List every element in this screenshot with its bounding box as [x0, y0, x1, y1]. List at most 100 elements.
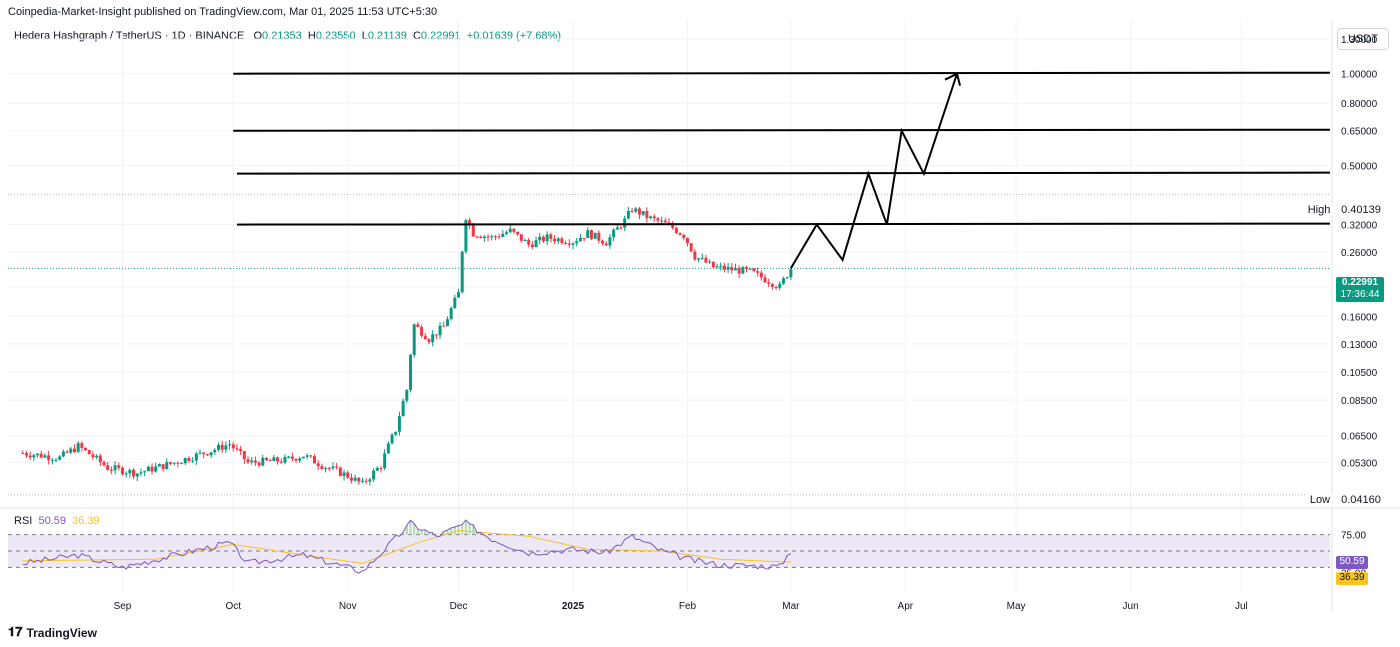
candle-body — [516, 231, 520, 235]
rsi-overbought-fill — [401, 532, 405, 535]
rsi-value: 50.59 — [38, 515, 66, 527]
low-tag-label: Low — [1306, 494, 1334, 506]
candle-body — [117, 465, 121, 468]
candle-body — [752, 268, 756, 272]
candle-body — [519, 234, 523, 241]
rsi-overbought-fill — [409, 520, 412, 535]
candle-body — [397, 416, 401, 432]
candle-body — [468, 220, 472, 225]
candle-body — [205, 454, 209, 456]
candle-body — [43, 455, 47, 458]
candle-body — [412, 324, 416, 355]
candle-body — [294, 458, 298, 461]
candle-body — [457, 292, 461, 298]
rsi-overbought-fill — [424, 529, 427, 535]
candle-body — [582, 237, 586, 239]
time-tick-label: Feb — [679, 601, 697, 612]
price-tick-label: 0.08500 — [1341, 396, 1378, 407]
price-tick-label: 0.32000 — [1341, 221, 1378, 232]
candle-body — [165, 462, 169, 470]
candle-body — [438, 325, 442, 336]
candle-body — [541, 236, 545, 242]
rsi-tag: 50.59 — [1336, 556, 1368, 569]
time-tick-label: Nov — [339, 601, 357, 612]
candle-body — [128, 469, 132, 474]
candle-body — [239, 448, 243, 452]
candle-body — [449, 308, 453, 320]
candle-body — [87, 450, 91, 455]
candle-body — [737, 268, 741, 274]
candle-body — [593, 232, 597, 239]
candle-body — [778, 283, 782, 288]
candle-body — [309, 455, 313, 457]
candle-body — [490, 236, 494, 238]
candle-body — [242, 451, 246, 460]
candle-body — [781, 278, 785, 284]
candle-body — [656, 218, 660, 221]
candle-body — [756, 271, 760, 273]
candle-body — [231, 444, 235, 449]
candle-body — [36, 453, 40, 456]
candle-body — [386, 443, 390, 454]
candle-body — [453, 297, 457, 309]
candle-body — [575, 241, 579, 244]
candle-body — [106, 465, 110, 470]
candle-body — [560, 238, 564, 244]
time-tick-label: Jul — [1235, 601, 1248, 612]
candle-body — [427, 339, 431, 343]
rsi-overbought-fill — [461, 524, 464, 535]
candle-body — [69, 448, 73, 453]
candle-body — [390, 434, 394, 444]
candle-body — [785, 277, 789, 279]
candle-body — [187, 457, 191, 461]
candle-body — [113, 465, 117, 471]
candle-body — [316, 463, 320, 467]
time-tick-label: Sep — [114, 601, 132, 612]
candle-body — [102, 462, 106, 466]
candle-body — [235, 448, 239, 450]
level-line — [236, 222, 1331, 226]
candle-body — [615, 227, 619, 230]
candle-body — [150, 466, 154, 472]
candle-body — [335, 466, 339, 468]
candle-body — [253, 460, 257, 463]
candle-body — [409, 354, 413, 390]
candle-body — [268, 460, 272, 462]
candle-body — [28, 455, 32, 458]
candle-body — [216, 444, 220, 450]
candle-body — [120, 467, 124, 475]
candle-body — [645, 211, 649, 219]
candle-body — [213, 449, 217, 453]
candle-body — [637, 208, 641, 215]
candle-body — [741, 267, 745, 274]
candle-body — [652, 216, 656, 219]
candle-body — [612, 229, 616, 238]
candle-body — [272, 457, 276, 461]
candle-body — [168, 462, 172, 464]
candle-body — [124, 473, 128, 475]
candle-body — [375, 467, 379, 471]
candle-body — [564, 243, 568, 245]
candle-body — [685, 238, 689, 244]
candle-body — [722, 265, 726, 270]
candle-body — [626, 210, 630, 219]
candle-body — [312, 456, 316, 464]
candle-body — [346, 472, 350, 478]
rsi-overbought-fill — [446, 530, 449, 535]
time-tick-label: Jun — [1123, 601, 1139, 612]
candle-body — [460, 251, 464, 293]
time-tick-label: Dec — [450, 601, 468, 612]
rsi-label[interactable]: RSI — [14, 515, 33, 527]
candle-body — [715, 266, 719, 268]
candle-body — [586, 230, 590, 239]
price-tick-label: 0.26000 — [1341, 248, 1378, 259]
candle-body — [342, 472, 346, 477]
tradingview-logo[interactable]: 𝟏𝟕 TradingView — [8, 625, 97, 640]
candle-body — [24, 453, 28, 456]
candle-body — [534, 240, 538, 248]
candle-body — [689, 243, 693, 252]
candle-body — [682, 234, 686, 239]
candle-body — [261, 457, 265, 466]
currency-button[interactable]: USDT — [1337, 28, 1389, 50]
